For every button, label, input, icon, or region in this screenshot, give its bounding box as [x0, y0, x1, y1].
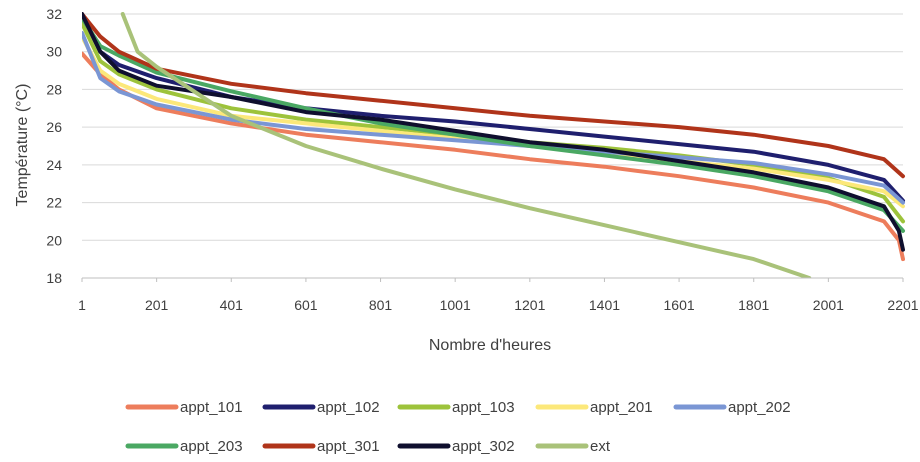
series-line-ext	[120, 12, 812, 278]
x-tick-label: 1001	[440, 297, 471, 313]
x-tick-label: 601	[294, 297, 318, 313]
series-line-appt-302	[82, 12, 905, 252]
series-line-appt-102	[82, 12, 905, 203]
y-axis-title: Température (°C)	[14, 84, 31, 207]
y-tick-label: 18	[46, 270, 62, 286]
x-tick-label: 1401	[589, 297, 620, 313]
y-tick-label: 28	[46, 81, 62, 97]
legend-item-appt-202: appt_202	[673, 399, 791, 416]
legend-label: appt_202	[728, 399, 791, 416]
series-line-appt-202	[82, 30, 905, 205]
y-tick-label: 22	[46, 195, 62, 211]
legend-item-appt-102: appt_102	[262, 399, 380, 416]
y-tick-label: 32	[46, 6, 62, 22]
x-tick-label: 2201	[887, 297, 918, 313]
legend: appt_101 appt_102 appt_103 appt_201 appt_202…	[125, 399, 791, 455]
legend-label: appt_301	[317, 438, 380, 455]
legend-item-appt-301: appt_301	[262, 438, 380, 455]
x-tick-label: 1	[78, 297, 86, 313]
legend-label: appt_302	[452, 438, 515, 455]
series-line-appt-203	[82, 15, 905, 233]
x-tick-label: 1601	[664, 297, 695, 313]
legend-item-appt-101: appt_101	[125, 399, 243, 416]
gridlines	[82, 13, 903, 279]
legend-item-ext: ext	[535, 438, 611, 455]
y-tick-label: 24	[46, 157, 62, 173]
series-line-appt-301	[82, 12, 905, 179]
y-tick-label: 26	[46, 119, 62, 135]
x-tick-label: 2001	[813, 297, 844, 313]
series-lines	[82, 12, 905, 278]
legend-item-appt-103: appt_103	[397, 399, 515, 416]
x-tick-label: 201	[145, 297, 169, 313]
y-tick-label: 30	[46, 44, 62, 60]
legend-label: appt_201	[590, 399, 653, 416]
legend-label: appt_101	[180, 399, 243, 416]
legend-item-appt-201: appt_201	[535, 399, 653, 416]
legend-label: appt_102	[317, 399, 380, 416]
x-axis-title: Nombre d'heures	[429, 337, 551, 354]
x-tick-label: 1201	[514, 297, 545, 313]
legend-label: appt_203	[180, 438, 243, 455]
y-tick-label: 20	[46, 232, 62, 248]
legend-item-appt-302: appt_302	[397, 438, 515, 455]
legend-label: ext	[590, 438, 611, 455]
legend-label: appt_103	[452, 399, 515, 416]
legend-item-appt-203: appt_203	[125, 438, 243, 455]
x-tick-label: 801	[369, 297, 393, 313]
x-tick-label: 1801	[738, 297, 769, 313]
x-tick-label: 401	[220, 297, 244, 313]
